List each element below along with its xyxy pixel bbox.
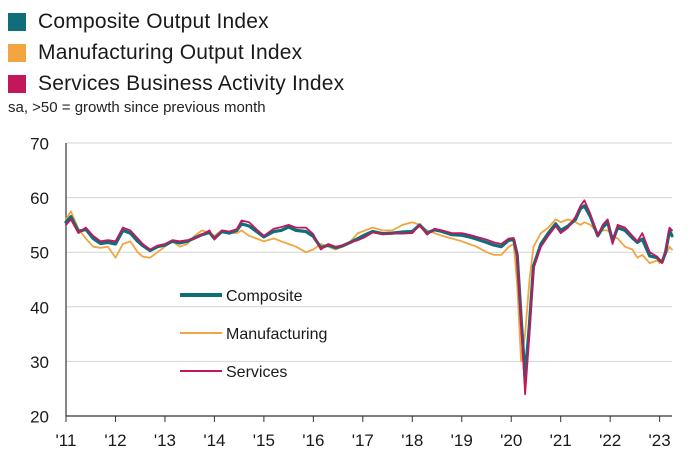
- inner-legend-label-composite: Composite: [226, 288, 303, 305]
- x-tick-label-2019: '19: [451, 431, 473, 450]
- x-tick-label-2011: '11: [56, 431, 77, 450]
- manufacturing-swatch: [8, 43, 26, 62]
- x-tick-label-2020: '20: [500, 431, 522, 450]
- legend-item-manufacturing: Manufacturing Output Index: [8, 37, 344, 68]
- legend-label-composite: Composite Output Index: [38, 9, 269, 33]
- inner-legend-label-services: Services: [226, 364, 287, 381]
- y-tick-label-20: 20: [30, 408, 49, 427]
- legend-item-services: Services Business Activity Index: [8, 68, 344, 99]
- legend-label-services: Services Business Activity Index: [38, 71, 345, 95]
- legend-item-composite: Composite Output Index: [8, 6, 344, 37]
- x-tick-label-2015: '15: [253, 431, 275, 450]
- x-tick-label-2016: '16: [302, 431, 324, 450]
- composite-swatch: [8, 12, 26, 31]
- y-tick-label-50: 50: [30, 244, 49, 263]
- chart-note: sa, >50 = growth since previous month: [8, 99, 266, 116]
- inner-legend-label-manufacturing: Manufacturing: [226, 326, 327, 343]
- y-tick-label-60: 60: [30, 189, 49, 208]
- legend-label-manufacturing: Manufacturing Output Index: [38, 40, 303, 64]
- x-tick-label-2021: '21: [550, 431, 572, 450]
- series-line-services: [65, 199, 673, 396]
- y-tick-label-30: 30: [30, 353, 49, 372]
- x-tick-label-2013: '13: [154, 431, 176, 450]
- x-tick-label-2017: '17: [352, 431, 374, 450]
- y-tick-label-40: 40: [30, 298, 49, 317]
- series-line-composite: [64, 204, 674, 380]
- x-tick-label-2022: '22: [599, 431, 621, 450]
- services-swatch: [8, 74, 26, 93]
- y-tick-label-70: 70: [30, 135, 49, 154]
- x-tick-label-2014: '14: [203, 431, 225, 450]
- x-tick-label-2018: '18: [401, 431, 423, 450]
- x-tick-label-2012: '12: [104, 431, 126, 450]
- top-legend: Composite Output Index Manufacturing Out…: [8, 6, 344, 99]
- x-tick-label-2023: '23: [649, 431, 671, 450]
